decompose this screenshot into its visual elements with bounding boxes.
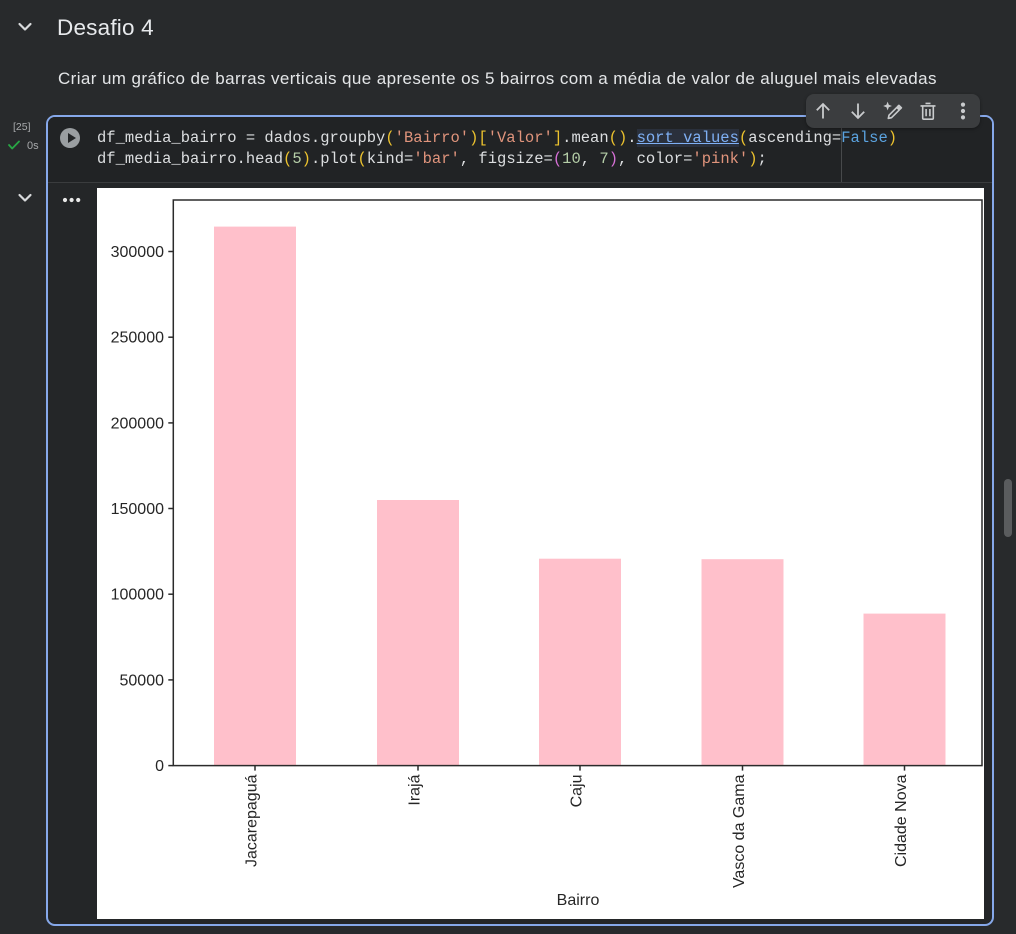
svg-text:Bairro: Bairro bbox=[557, 892, 600, 909]
svg-text:200000: 200000 bbox=[111, 415, 164, 432]
svg-text:150000: 150000 bbox=[111, 501, 164, 518]
svg-text:Irajá: Irajá bbox=[407, 774, 424, 805]
svg-text:250000: 250000 bbox=[111, 330, 164, 347]
svg-text:Cidade Nova: Cidade Nova bbox=[893, 774, 910, 867]
svg-text:300000: 300000 bbox=[111, 244, 164, 261]
svg-text:0: 0 bbox=[155, 758, 164, 775]
svg-text:Jacarepaguá: Jacarepaguá bbox=[244, 774, 261, 867]
svg-text:100000: 100000 bbox=[111, 587, 164, 604]
svg-text:50000: 50000 bbox=[120, 672, 165, 689]
svg-text:Caju: Caju bbox=[569, 775, 586, 808]
svg-text:Vasco da Gama: Vasco da Gama bbox=[731, 774, 748, 888]
